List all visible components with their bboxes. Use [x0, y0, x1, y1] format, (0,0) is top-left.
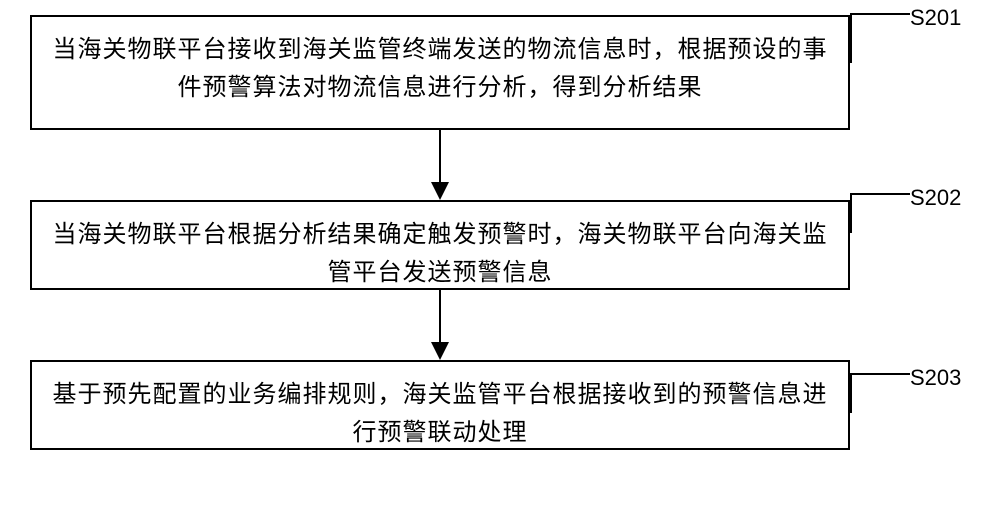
connector-line-icon [850, 13, 852, 63]
arrow-s201-s202 [30, 130, 850, 200]
step-text: 当海关物联平台根据分析结果确定触发预警时，海关物联平台向海关监管平台发送预警信息 [53, 222, 828, 286]
arrow-line-icon [439, 290, 441, 345]
arrow-line-icon [439, 130, 441, 185]
arrow-head-icon [431, 342, 449, 360]
step-box-s203: 基于预先配置的业务编排规则，海关监管平台根据接收到的预警信息进行预警联动处理 [30, 360, 850, 450]
step-text: 当海关物联平台接收到海关监管终端发送的物流信息时，根据预设的事件预警算法对物流信… [53, 37, 828, 101]
step-label-s203: S203 [910, 365, 961, 391]
step-text: 基于预先配置的业务编排规则，海关监管平台根据接收到的预警信息进行预警联动处理 [53, 382, 828, 446]
arrow-head-icon [431, 182, 449, 200]
connector-line-icon [850, 373, 910, 375]
step-label-s202: S202 [910, 185, 961, 211]
arrow-s202-s203 [30, 290, 850, 360]
connector-line-icon [850, 193, 910, 195]
step-box-s202: 当海关物联平台根据分析结果确定触发预警时，海关物联平台向海关监管平台发送预警信息 [30, 200, 850, 290]
flowchart-container: 当海关物联平台接收到海关监管终端发送的物流信息时，根据预设的事件预警算法对物流信… [30, 15, 850, 450]
connector-line-icon [850, 13, 910, 15]
step-label-s201: S201 [910, 5, 961, 31]
step-box-s201: 当海关物联平台接收到海关监管终端发送的物流信息时，根据预设的事件预警算法对物流信… [30, 15, 850, 130]
connector-line-icon [850, 373, 852, 413]
connector-line-icon [850, 193, 852, 233]
